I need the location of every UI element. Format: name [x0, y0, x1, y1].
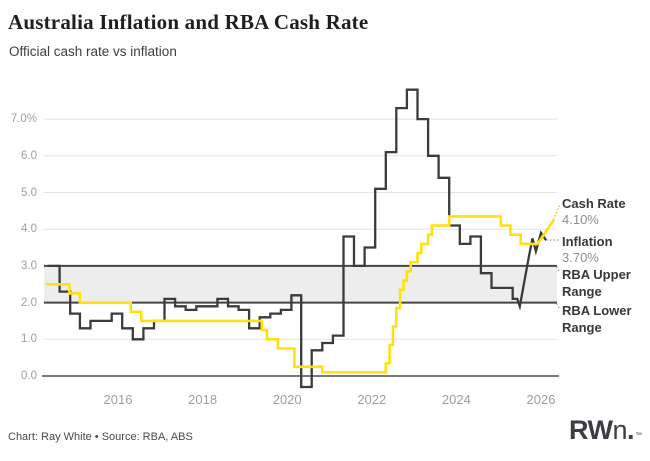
y-tick-label-7.0pct: 7.0%: [10, 113, 37, 126]
y-tick-label-3.0: 3.0: [21, 259, 37, 272]
page-subtitle: Official cash rate vs inflation: [9, 44, 177, 59]
x-tick-label-2022: 2022: [357, 392, 387, 407]
chart-credit: Chart: Ray White • Source: RBA, ABS: [8, 431, 193, 443]
trademark-symbol: ™: [635, 432, 643, 439]
rba-lower-leader-line: [556, 303, 561, 311]
y-tick-label-5.0: 5.0: [21, 186, 37, 199]
x-tick-label-2020: 2020: [272, 392, 302, 407]
x-tick-label-2018: 2018: [188, 392, 218, 407]
x-tick-label-2016: 2016: [103, 392, 133, 407]
cash-rate-label: Cash Rate: [562, 196, 626, 211]
y-tick-label-2.0: 2.0: [21, 296, 37, 309]
rba-upper-range-label: RBA Upper Range: [562, 267, 631, 299]
rba-lower-range-label: RBA Lower Range: [562, 303, 632, 335]
x-tick-label-2026: 2026: [526, 392, 556, 407]
y-tick-label-6.0: 6.0: [21, 149, 37, 162]
annotation-rba-lower-range: RBA Lower Range: [562, 303, 648, 336]
logo-rw-text: RW: [568, 415, 613, 445]
inflation-label: Inflation: [562, 234, 613, 249]
logo-n-text: n: [612, 415, 627, 445]
cash-rate-line: [46, 215, 555, 374]
cash-rate-value: 4.10%: [562, 212, 599, 227]
inflation-line: [48, 88, 548, 389]
y-tick-label-1.0: 1.0: [21, 333, 37, 346]
ray-white-logo: RW n. ™: [568, 415, 643, 445]
y-tick-label-4.0: 4.0: [21, 223, 37, 236]
annotation-inflation: Inflation 3.70%: [562, 234, 648, 266]
inflation-value: 3.70%: [562, 250, 599, 265]
rba-upper-leader-line: [556, 266, 561, 274]
x-tick-label-2024: 2024: [441, 392, 471, 407]
annotation-cash-rate: Cash Rate 4.10%: [562, 196, 648, 228]
page-title: Australia Inflation and RBA Cash Rate: [8, 10, 369, 34]
cash-rate-leader-line: [552, 203, 561, 220]
annotation-rba-upper-range: RBA Upper Range: [562, 267, 648, 300]
y-tick-label-0.0: 0.0: [21, 370, 37, 382]
logo-period: .: [626, 415, 635, 445]
